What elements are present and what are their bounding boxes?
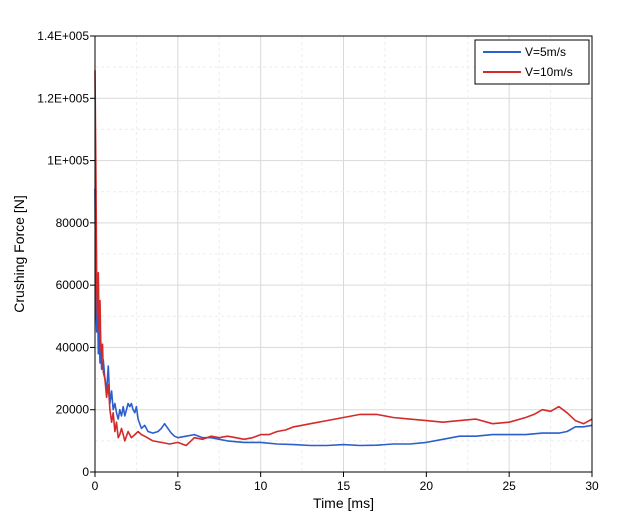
- legend-label-v10: V=10m/s: [525, 65, 573, 79]
- x-tick-label: 0: [92, 479, 99, 493]
- x-tick-label: 15: [337, 479, 351, 493]
- series-line-v10: [94, 70, 593, 447]
- legend-box: [474, 39, 590, 85]
- legend-label-v5: V=5m/s: [525, 45, 566, 59]
- y-tick-label: 20000: [56, 403, 90, 417]
- series-line-v5: [94, 188, 593, 447]
- x-tick-label: 30: [585, 479, 599, 493]
- x-tick-label: 25: [502, 479, 516, 493]
- y-tick-label: 0: [82, 465, 89, 479]
- y-tick-label: 80000: [56, 216, 90, 230]
- x-axis-ticks: 0 5 10 15 20 25 30: [92, 472, 599, 493]
- x-tick-label: 10: [254, 479, 268, 493]
- x-tick-label: 20: [420, 479, 434, 493]
- x-tick-label: 5: [174, 479, 181, 493]
- y-tick-label: 40000: [56, 340, 90, 354]
- series-layer: [94, 70, 593, 447]
- x-axis-title: Time [ms]: [313, 495, 374, 511]
- grid-lines: [95, 36, 592, 472]
- legend: V=5m/s V=10m/s: [474, 39, 590, 85]
- y-axis-ticks: 0 20000 40000 60000 80000 1E+005 1.2E+005 1.4E+…: [37, 29, 95, 479]
- y-tick-label: 1.2E+005: [37, 91, 89, 105]
- y-tick-label: 1.4E+005: [37, 29, 89, 43]
- y-axis-title: Crushing Force [N]: [11, 195, 27, 312]
- y-tick-label: 60000: [56, 278, 90, 292]
- y-tick-label: 1E+005: [47, 154, 89, 168]
